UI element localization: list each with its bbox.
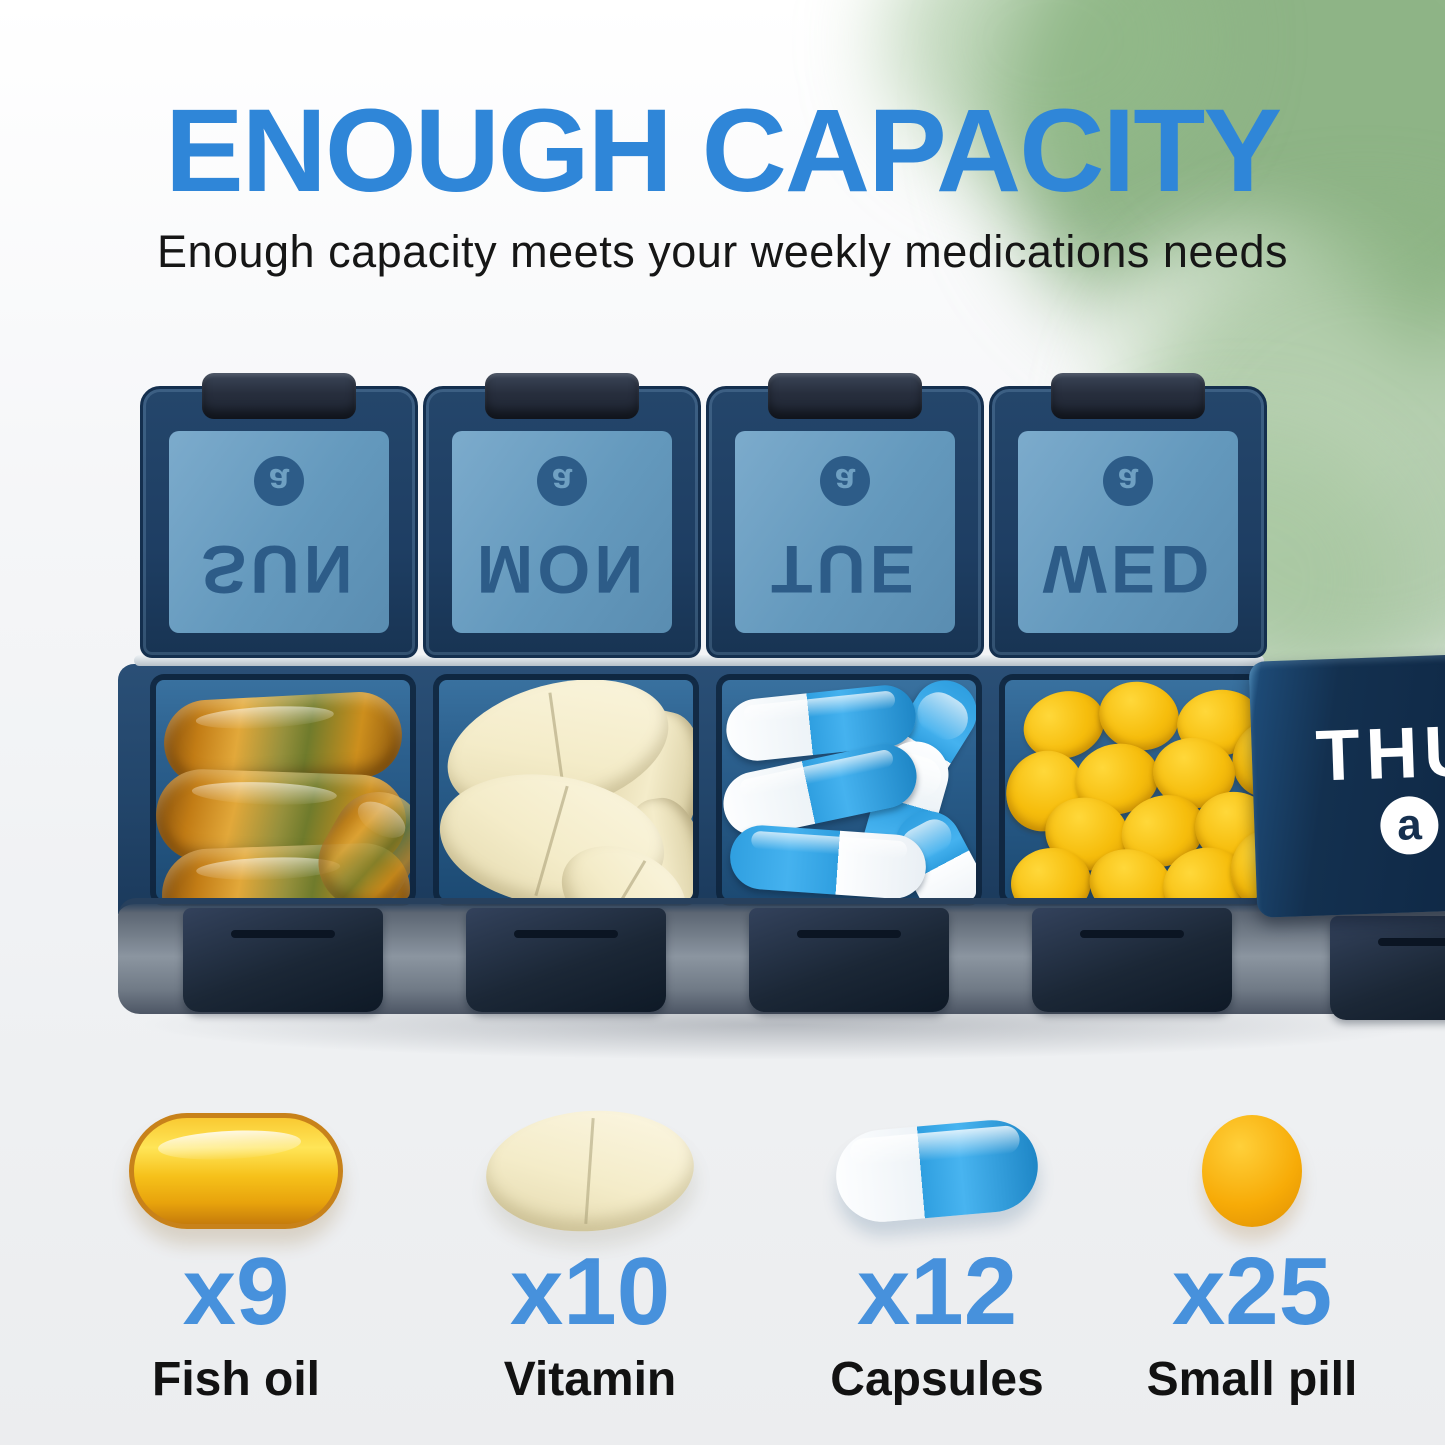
vitamin-tablet-icon	[482, 1103, 698, 1239]
compartment-sun	[150, 674, 416, 906]
page-title: ENOUGH CAPACITY	[164, 85, 1282, 217]
compartment-tue	[716, 674, 982, 906]
legend-count: x10	[509, 1238, 671, 1345]
capsule-pill	[728, 823, 928, 900]
legend-count: x25	[1171, 1238, 1333, 1345]
brand-a-letter: a	[268, 461, 290, 502]
lid-panel: TUE a	[735, 431, 955, 633]
blue-white-capsule-icon	[832, 1116, 1042, 1226]
closed-lid-day-label: THU	[1314, 710, 1445, 797]
hinge-strip	[134, 655, 1264, 666]
brand-a-logo: a	[537, 456, 587, 506]
legend-count: x9	[182, 1238, 290, 1345]
legend-item-capsules: x12 Capsules	[777, 1108, 1097, 1407]
latch-tab	[1032, 908, 1232, 1012]
lid-day-label: WED	[1042, 531, 1214, 607]
lid-wed: WED a	[989, 373, 1267, 658]
brand-a-logo: a	[820, 456, 870, 506]
fish-oil-softgel-icon	[129, 1113, 343, 1229]
capacity-legend: x9 Fish oil x10 Vitamin x12 Capsules x25…	[0, 1103, 1445, 1408]
legend-label: Vitamin	[503, 1353, 677, 1406]
legend-count: x12	[856, 1238, 1018, 1345]
brand-a-letter: a	[1117, 461, 1139, 502]
lid-panel: WED a	[1018, 431, 1238, 633]
lid-clasp	[1051, 373, 1205, 419]
closed-compartment-thu: THU a	[1248, 650, 1445, 1030]
header: ENOUGH CAPACITY Enough capacity meets yo…	[0, 92, 1445, 278]
brand-a-logo: a	[1379, 795, 1440, 856]
lid-clasp	[202, 373, 356, 419]
latch-tab	[749, 908, 949, 1012]
lid-day-label: MON	[476, 531, 648, 607]
compartment-wed	[999, 674, 1265, 906]
legend-label: Fish oil	[152, 1353, 320, 1406]
brand-a-letter: a	[834, 461, 856, 502]
brand-a-logo: a	[254, 456, 304, 506]
brand-a-letter: a	[551, 461, 573, 502]
closed-lid-thu: THU a	[1248, 654, 1445, 918]
legend-item-fish-oil: x9 Fish oil	[76, 1108, 396, 1407]
compartment-mon	[433, 674, 699, 906]
legend-label: Small pill	[1146, 1353, 1358, 1406]
lid-day-label: SUN	[201, 531, 357, 607]
lid-tue: TUE a	[706, 373, 984, 658]
lid-clasp	[768, 373, 922, 419]
lid-panel: SUN a	[169, 431, 389, 633]
orange-round-pill-icon	[1202, 1115, 1302, 1227]
legend-label: Capsules	[830, 1353, 1044, 1406]
lid-day-label: TUE	[771, 531, 919, 607]
lid-sun: SUN a	[140, 373, 418, 658]
legend-item-small-pill: x25 Small pill	[1092, 1108, 1412, 1407]
lid-mon: MON a	[423, 373, 701, 658]
lid-panel: MON a	[452, 431, 672, 633]
latch-tab	[1330, 916, 1445, 1020]
latch-tab	[183, 908, 383, 1012]
legend-item-vitamin: x10 Vitamin	[430, 1103, 750, 1407]
latch-tab	[466, 908, 666, 1012]
page-subtitle: Enough capacity meets your weekly medica…	[156, 226, 1289, 277]
brand-a-letter: a	[1396, 799, 1423, 850]
lid-clasp	[485, 373, 639, 419]
brand-a-logo: a	[1103, 456, 1153, 506]
